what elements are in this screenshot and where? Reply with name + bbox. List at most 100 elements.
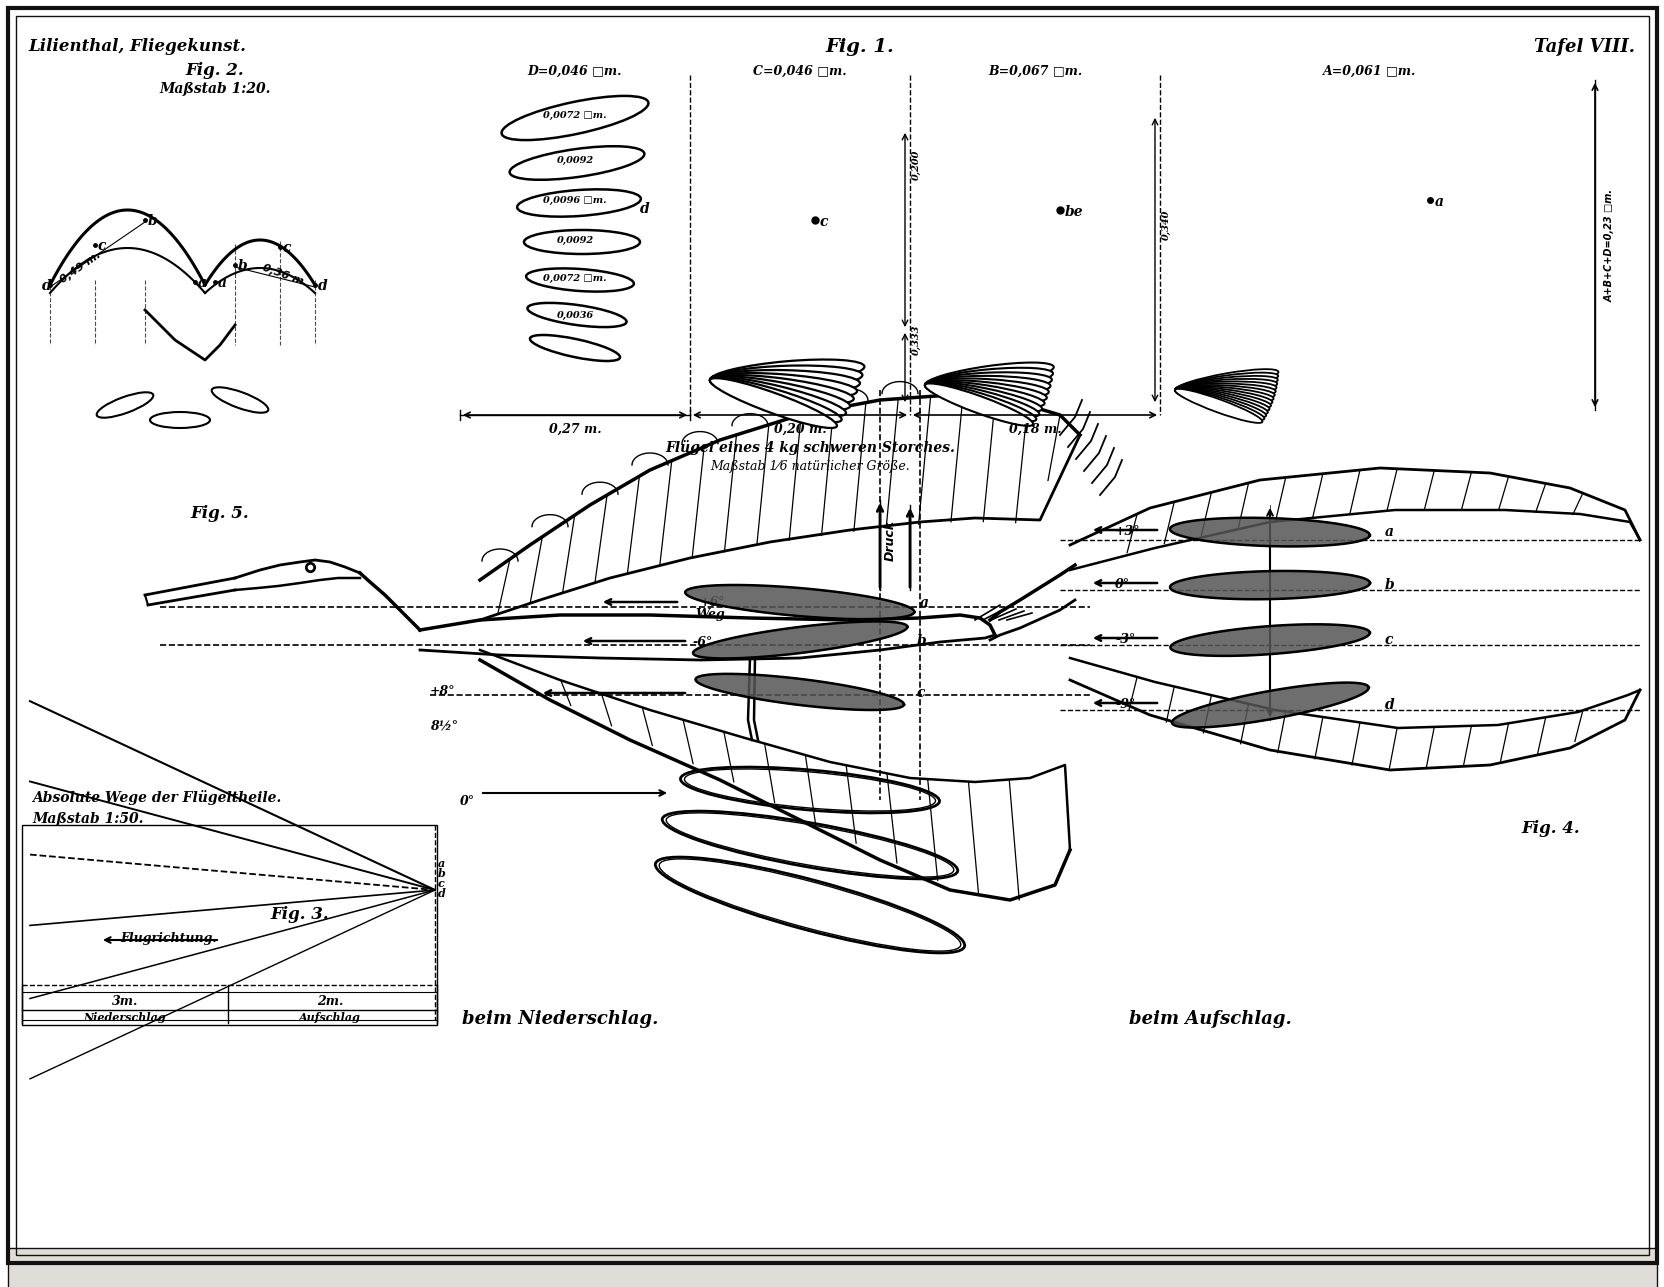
- Ellipse shape: [1175, 376, 1276, 394]
- Text: Fig. 4.: Fig. 4.: [1521, 820, 1579, 837]
- Text: 0,200: 0,200: [912, 149, 920, 180]
- Text: 0,27 m.: 0,27 m.: [549, 423, 601, 436]
- Ellipse shape: [501, 97, 647, 140]
- Text: -6°: -6°: [692, 636, 712, 649]
- Ellipse shape: [925, 378, 1048, 399]
- Ellipse shape: [709, 376, 850, 411]
- Text: -3°: -3°: [1115, 633, 1135, 646]
- Text: c: c: [917, 686, 925, 700]
- Ellipse shape: [1175, 381, 1276, 396]
- Text: 2m.: 2m.: [316, 995, 343, 1008]
- Ellipse shape: [1175, 378, 1276, 395]
- Text: Weg: Weg: [694, 607, 724, 622]
- Ellipse shape: [925, 381, 1043, 407]
- Ellipse shape: [709, 366, 862, 390]
- Text: Fig. 3.: Fig. 3.: [270, 906, 328, 923]
- Text: Maßstab 1⁄6 natürlicher Größe.: Maßstab 1⁄6 natürlicher Größe.: [711, 459, 909, 474]
- Text: b: b: [1384, 578, 1394, 592]
- Ellipse shape: [709, 377, 845, 416]
- Ellipse shape: [524, 230, 639, 254]
- Ellipse shape: [925, 382, 1042, 412]
- Text: c: c: [1384, 633, 1393, 647]
- Text: 3m.: 3m.: [111, 995, 138, 1008]
- Polygon shape: [692, 622, 907, 659]
- Ellipse shape: [662, 811, 957, 879]
- Polygon shape: [1171, 682, 1368, 727]
- Text: 0,0092: 0,0092: [556, 236, 592, 245]
- Ellipse shape: [709, 378, 837, 429]
- Text: 0°: 0°: [459, 795, 474, 808]
- Text: Kgl. Hofsteindr. Ad. Engel, Berlin, SW.: Kgl. Hofsteindr. Ad. Engel, Berlin, SW.: [1444, 1256, 1634, 1265]
- Ellipse shape: [681, 767, 938, 813]
- Ellipse shape: [709, 375, 854, 404]
- Polygon shape: [1170, 571, 1369, 600]
- Text: A+B+C+D=0,23 □m.: A+B+C+D=0,23 □m.: [1604, 188, 1614, 301]
- Text: +3°: +3°: [1115, 525, 1140, 538]
- Text: 0,36 m.: 0,36 m.: [261, 263, 310, 288]
- Text: 0,0092: 0,0092: [556, 156, 592, 165]
- Ellipse shape: [1175, 386, 1273, 403]
- Ellipse shape: [509, 147, 644, 180]
- Text: Verlag R. Gaertner, Berlin.: Verlag R. Gaertner, Berlin.: [28, 1256, 160, 1265]
- Ellipse shape: [709, 371, 859, 394]
- Text: Flugrichtung.: Flugrichtung.: [120, 932, 216, 945]
- Ellipse shape: [1175, 389, 1261, 423]
- Text: 0,20 m.: 0,20 m.: [774, 423, 825, 436]
- Polygon shape: [696, 674, 904, 710]
- Text: a: a: [1434, 196, 1443, 208]
- Ellipse shape: [529, 335, 619, 360]
- Text: a: a: [438, 858, 444, 869]
- Ellipse shape: [709, 377, 840, 422]
- Text: c: c: [283, 241, 291, 255]
- Text: a: a: [218, 275, 226, 290]
- Text: D=0,046 □m.: D=0,046 □m.: [527, 66, 622, 79]
- Text: a: a: [198, 275, 206, 290]
- Polygon shape: [1170, 624, 1369, 656]
- Text: B=0,067 □m.: B=0,067 □m.: [987, 66, 1082, 79]
- Text: Fig. 1.: Fig. 1.: [825, 39, 894, 57]
- Text: Maßstab 1:50.: Maßstab 1:50.: [32, 812, 143, 826]
- Polygon shape: [686, 586, 914, 619]
- Text: +6°: +6°: [699, 596, 726, 609]
- Ellipse shape: [925, 363, 1053, 390]
- Text: 0,49 m.: 0,49 m.: [58, 250, 102, 284]
- Ellipse shape: [1175, 389, 1263, 420]
- Text: c: c: [438, 878, 444, 889]
- Text: -9°: -9°: [1115, 698, 1135, 710]
- Text: Aufschlag: Aufschlag: [300, 1012, 361, 1023]
- Text: Maßstab 1:20.: Maßstab 1:20.: [160, 82, 271, 97]
- Text: Niederschlag: Niederschlag: [83, 1012, 166, 1023]
- Ellipse shape: [925, 384, 1033, 426]
- Ellipse shape: [925, 384, 1035, 421]
- Text: be: be: [1065, 205, 1083, 219]
- Text: d: d: [639, 202, 649, 216]
- Text: beim Niederschlag.: beim Niederschlag.: [461, 1010, 657, 1028]
- Text: c: c: [98, 239, 106, 254]
- Ellipse shape: [1175, 385, 1275, 400]
- Text: a: a: [920, 596, 929, 610]
- Ellipse shape: [925, 368, 1052, 390]
- Text: c: c: [819, 215, 829, 229]
- Ellipse shape: [709, 359, 864, 387]
- Ellipse shape: [656, 857, 963, 952]
- Text: 0,0072 □m.: 0,0072 □m.: [542, 274, 606, 283]
- Ellipse shape: [1175, 384, 1275, 398]
- Text: Flügel eines 4 kg schweren Storches.: Flügel eines 4 kg schweren Storches.: [664, 440, 955, 456]
- Text: 0,0096 □m.: 0,0096 □m.: [542, 196, 606, 205]
- Polygon shape: [1170, 517, 1369, 547]
- Text: 0,18 m.: 0,18 m.: [1008, 423, 1060, 436]
- Text: d: d: [318, 279, 328, 293]
- Text: 0,0036: 0,0036: [556, 310, 592, 319]
- Text: d: d: [1384, 698, 1394, 712]
- Ellipse shape: [1175, 369, 1278, 393]
- Text: A=0,061 □m.: A=0,061 □m.: [1323, 66, 1416, 79]
- Text: beim Aufschlag.: beim Aufschlag.: [1128, 1010, 1291, 1028]
- Text: b: b: [238, 259, 248, 273]
- Ellipse shape: [925, 372, 1052, 393]
- Ellipse shape: [925, 382, 1038, 417]
- Text: 0,333: 0,333: [912, 324, 920, 355]
- Ellipse shape: [1175, 389, 1265, 417]
- Text: Tafel VIII.: Tafel VIII.: [1533, 39, 1634, 57]
- Text: 0°: 0°: [1115, 578, 1130, 591]
- Ellipse shape: [709, 373, 857, 398]
